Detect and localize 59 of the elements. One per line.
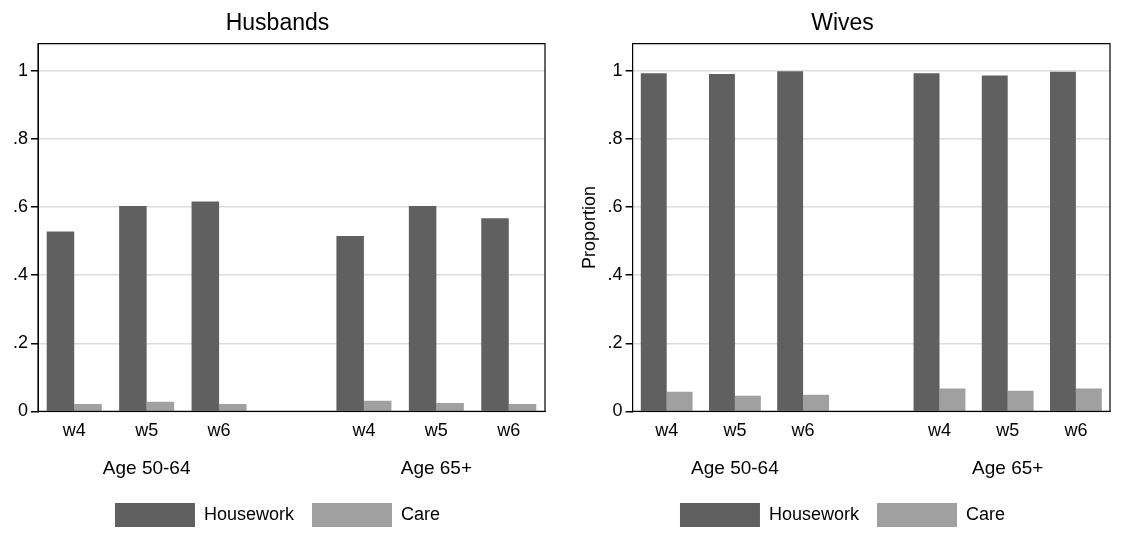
bar [508, 403, 537, 411]
bar [666, 391, 693, 411]
bar [803, 394, 830, 411]
bar [981, 75, 1008, 411]
bar [777, 71, 804, 411]
x-tick-label: w6 [790, 420, 815, 441]
bar [913, 73, 940, 411]
x-tick-label: w5 [423, 420, 448, 441]
y-tick-label: 0 [18, 400, 29, 421]
bar [408, 206, 437, 411]
bar [119, 206, 147, 411]
legend-label: Care [401, 503, 441, 524]
text: Age 65+ [400, 457, 473, 479]
x-tick-label: w4 [61, 420, 86, 441]
text: Age 50-64 [102, 457, 191, 479]
y-tick-label: .2 [13, 332, 29, 353]
bar [219, 403, 247, 411]
y-axis-title: Proportion [578, 185, 599, 270]
bar [363, 400, 392, 411]
legend-label: Housework [768, 503, 861, 524]
y-tick-label: .4 [13, 264, 29, 285]
x-tick-label: w4 [927, 420, 952, 441]
x-tick-label: w6 [496, 420, 521, 441]
x-tick-label: w4 [351, 420, 376, 441]
y-tick-label: .2 [607, 332, 623, 353]
text: Age 50-64 [691, 457, 780, 479]
chart-title: Wives [811, 9, 874, 36]
text: Age 65+ [972, 457, 1044, 479]
legend-label: Care [966, 503, 1006, 524]
bar [74, 403, 102, 411]
bar [939, 388, 966, 411]
y-tick-label: 0 [612, 400, 623, 421]
bar [708, 73, 735, 411]
y-tick-label: .4 [607, 264, 623, 285]
bar [1075, 388, 1102, 411]
bar [1007, 390, 1034, 411]
bar [640, 73, 667, 411]
legend-label: Housework [203, 503, 296, 524]
x-tick-label: w5 [995, 420, 1020, 441]
y-tick-label: .8 [13, 127, 29, 148]
bar [481, 218, 509, 411]
x-tick-label: w6 [206, 420, 231, 441]
chart-title: Husbands [225, 9, 330, 36]
y-tick-label: 1 [18, 59, 29, 80]
x-tick-label: w5 [722, 420, 747, 441]
y-tick-label: .6 [607, 196, 623, 217]
bar [191, 201, 220, 411]
x-tick-label: w6 [1063, 420, 1088, 441]
x-tick-label: w5 [134, 420, 159, 441]
bar [436, 402, 464, 411]
y-tick-label: 1 [612, 59, 623, 80]
x-tick-label: w4 [654, 420, 679, 441]
bar [734, 395, 761, 411]
bar [46, 231, 75, 411]
bar [336, 236, 364, 411]
y-tick-label: .8 [607, 127, 623, 148]
bar [146, 401, 175, 411]
y-tick-label: .6 [13, 196, 29, 217]
bar [1049, 71, 1076, 411]
